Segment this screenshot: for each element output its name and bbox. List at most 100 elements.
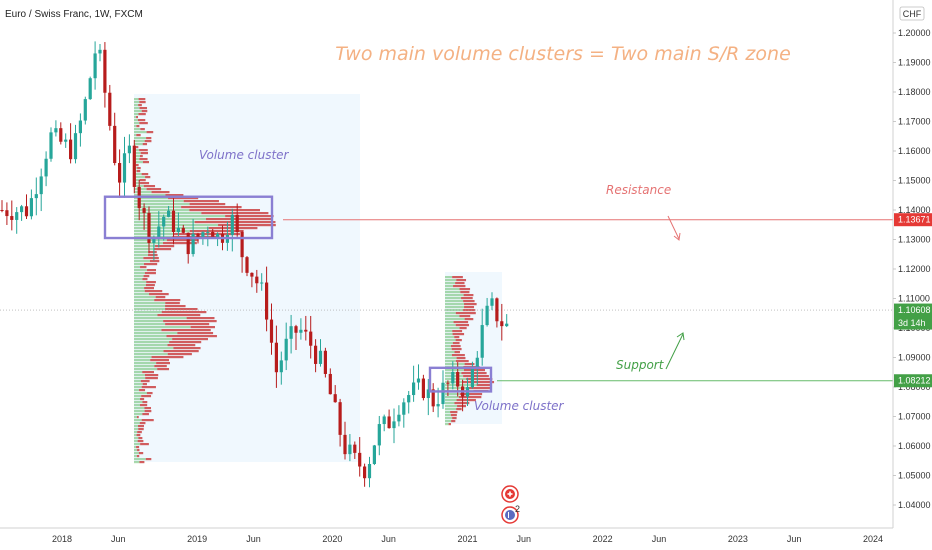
candle-body xyxy=(318,350,323,364)
volume-profile-down xyxy=(138,113,146,116)
price-tag-label: 1.08212 xyxy=(898,376,931,386)
candle-body xyxy=(54,128,58,133)
candle-body xyxy=(113,125,117,164)
candle-body xyxy=(407,395,411,403)
volume-profile-up xyxy=(445,303,465,306)
candle-body xyxy=(142,208,146,213)
volume-profile-up xyxy=(134,413,143,416)
volume-profile-down xyxy=(136,125,140,128)
volume-profile-down xyxy=(143,185,156,188)
volume-profile-up xyxy=(134,398,141,401)
price-axis-panel[interactable] xyxy=(893,0,932,528)
price-tag xyxy=(894,213,932,227)
volume-profile-down xyxy=(136,446,140,449)
volume-profile-up xyxy=(134,227,209,230)
volume-profile-up xyxy=(134,356,152,359)
candle-body xyxy=(500,321,504,327)
volume-profile-up xyxy=(445,312,456,315)
volume-profile-up xyxy=(445,318,465,321)
volume-profile-up xyxy=(134,137,147,140)
volume-profile-bars-1 xyxy=(134,98,276,464)
candle-body xyxy=(314,345,318,364)
volume-profile-down xyxy=(457,405,466,408)
candle-body xyxy=(382,416,386,425)
candle-body xyxy=(436,404,440,407)
volume-profile-down xyxy=(137,440,144,443)
candle-body xyxy=(167,210,171,217)
volume-profile-up xyxy=(445,327,460,330)
volume-profile-up xyxy=(445,315,460,318)
volume-profile-down xyxy=(136,455,140,458)
volume-profile-up xyxy=(134,125,137,128)
volume-profile-up xyxy=(134,446,137,449)
volume-profile-down xyxy=(137,431,142,434)
price-tick-label: 1.19000 xyxy=(898,58,931,68)
volume-profile-up xyxy=(134,350,164,353)
volume-profile-down xyxy=(142,161,150,164)
candle-body xyxy=(309,331,313,346)
volume-profile-up xyxy=(445,399,457,402)
volume-profile-up xyxy=(445,387,468,390)
volume-profile-up xyxy=(134,203,190,206)
volume-profile-up xyxy=(134,230,190,233)
volume-profile-up xyxy=(445,336,455,339)
volume-profile-up xyxy=(134,122,140,125)
volume-profile-down xyxy=(155,245,175,248)
time-tick-label: Jun xyxy=(111,534,126,544)
headline-annotation: Two main volume clusters = Two main S/R … xyxy=(335,43,791,65)
price-tick-label: 1.07000 xyxy=(898,412,931,422)
candle-body xyxy=(15,212,19,220)
volume-profile-down xyxy=(135,146,139,149)
volume-profile-up xyxy=(134,353,168,356)
volume-profile-down xyxy=(172,338,208,341)
volume-profile-up xyxy=(134,305,166,308)
resistance-label: Resistance xyxy=(606,183,671,197)
volume-profile-up xyxy=(445,357,457,360)
volume-profile-up xyxy=(134,194,166,197)
volume-profile-down xyxy=(141,419,154,422)
candle-body xyxy=(323,350,327,374)
candle-body xyxy=(480,325,484,358)
candle-body xyxy=(265,282,269,320)
volume-profile-up xyxy=(134,308,166,311)
volume-profile-up xyxy=(134,425,139,428)
volume-profile-down xyxy=(456,399,476,402)
volume-profile-up xyxy=(134,404,140,407)
candle-body xyxy=(211,231,215,239)
volume-profile-up xyxy=(134,410,145,413)
volume-profile-up xyxy=(134,110,142,113)
volume-profile-down xyxy=(183,200,219,203)
candle-body xyxy=(260,282,264,284)
volume-profile-down xyxy=(225,215,274,218)
volume-profile-down xyxy=(166,335,217,338)
price-tick-label: 1.14000 xyxy=(898,205,931,215)
volume-profile-up xyxy=(134,149,140,152)
price-tags: 1.13671 1.08212 1.10608 3d 14h xyxy=(894,213,932,388)
volume-profile-down xyxy=(189,230,244,233)
volume-profile-down xyxy=(161,329,211,332)
currency-badge xyxy=(899,6,925,21)
volume-profile-up xyxy=(445,330,453,333)
volume-profile-up xyxy=(445,354,452,357)
currency-badge-text: CHF xyxy=(903,9,922,19)
volume-profile-down xyxy=(144,140,152,143)
candle-body xyxy=(191,233,195,255)
volume-profile-down xyxy=(454,336,460,339)
price-tick-label: 1.20000 xyxy=(898,28,931,38)
volume-profile-up xyxy=(134,431,138,434)
event-marker-flag-icon[interactable] xyxy=(501,506,519,524)
price-tick-label: 1.16000 xyxy=(898,146,931,156)
candle-body xyxy=(230,214,234,235)
event-marker-plus-icon[interactable] xyxy=(501,485,519,503)
volume-profile-up xyxy=(134,335,167,338)
volume-profile-down xyxy=(144,272,156,275)
volume-profile-up xyxy=(134,179,140,182)
candle-body xyxy=(426,389,430,399)
volume-profile-up xyxy=(445,297,462,300)
volume-profile-down xyxy=(145,458,152,461)
volume-profile-down xyxy=(138,104,142,107)
volume-profile-down xyxy=(139,461,145,464)
volume-profile-up xyxy=(134,248,155,251)
